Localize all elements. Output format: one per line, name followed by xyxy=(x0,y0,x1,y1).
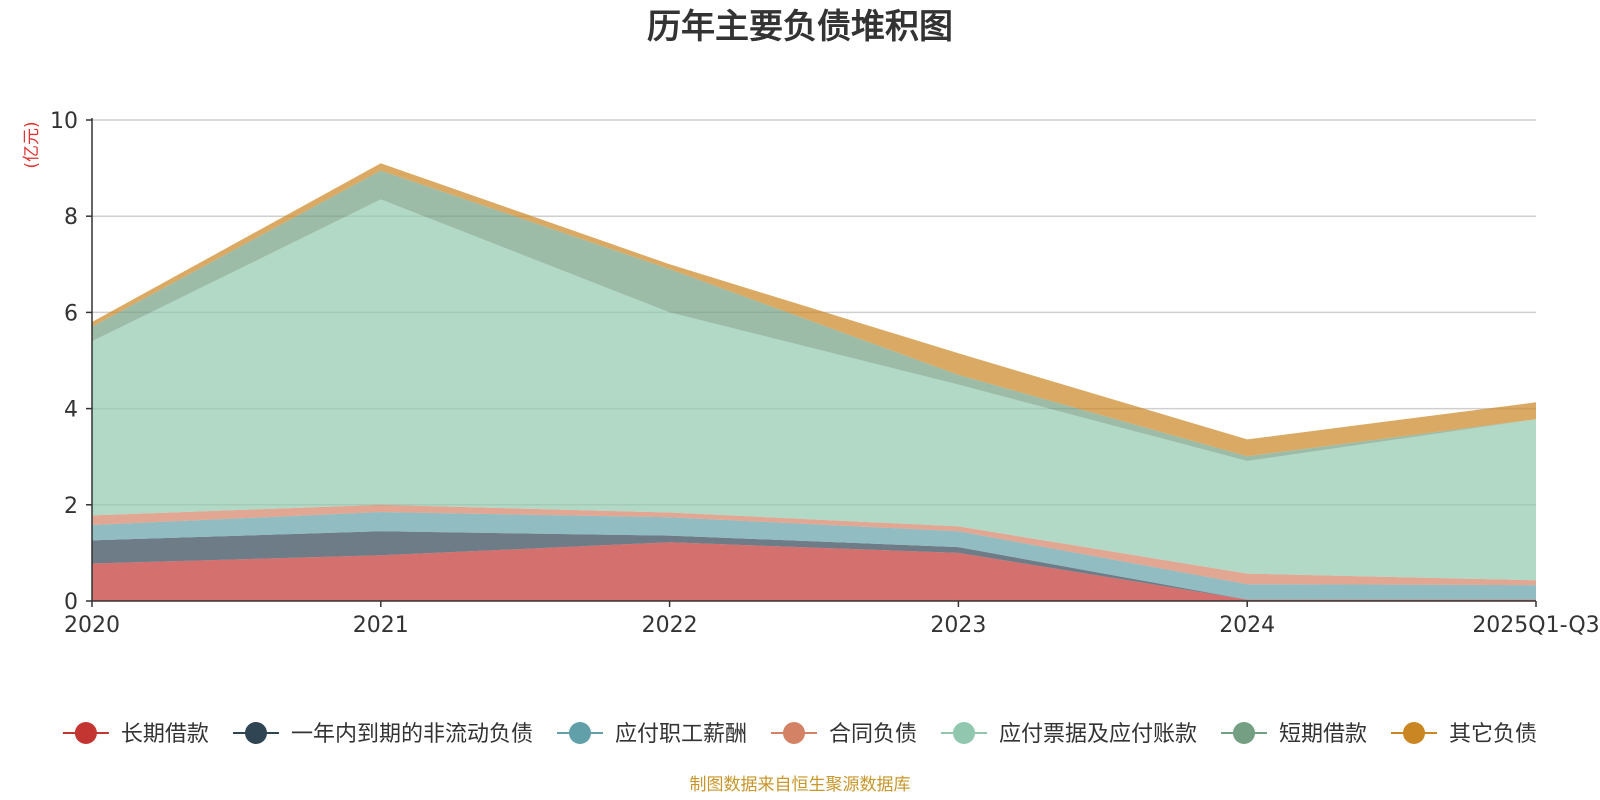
x-tick-label: 2022 xyxy=(642,613,698,638)
x-tick-label: 2021 xyxy=(353,613,409,638)
legend-dot-marker xyxy=(1233,722,1255,744)
legend-dot-marker xyxy=(783,722,805,744)
y-tick-label: 10 xyxy=(50,109,78,134)
y-tick-label: 8 xyxy=(64,205,78,230)
legend-label: 一年内到期的非流动负债 xyxy=(291,722,533,747)
area-series-4 xyxy=(92,504,1536,586)
legend-dot-marker xyxy=(74,722,97,744)
legend-item-2[interactable]: 一年内到期的非流动负债 xyxy=(233,722,533,747)
legend-label: 长期借款 xyxy=(121,722,209,747)
y-axis-unit: (亿元) xyxy=(22,121,42,168)
area-layers xyxy=(92,163,1536,601)
chart-title: 历年主要负债堆积图 xyxy=(647,7,953,47)
y-tick-label: 0 xyxy=(64,590,78,615)
area-series-7 xyxy=(92,163,1536,457)
x-tick-label: 2025Q1-Q3 xyxy=(1472,613,1599,638)
x-tick-label: 2023 xyxy=(930,613,986,638)
legend-dot-marker xyxy=(1403,722,1425,744)
legend-label: 短期借款 xyxy=(1279,722,1367,747)
x-tick-label: 2020 xyxy=(64,613,120,638)
y-tick-label: 4 xyxy=(64,398,78,423)
legend-label: 合同负债 xyxy=(829,722,917,747)
legend-item-7[interactable]: 其它负债 xyxy=(1391,722,1537,747)
x-tick-label: 2024 xyxy=(1219,613,1275,638)
y-tick-label: 2 xyxy=(64,494,78,519)
legend-item-4[interactable]: 合同负债 xyxy=(771,722,917,747)
legend-label: 应付职工薪酬 xyxy=(615,722,747,747)
data-source-note: 制图数据来自恒生聚源数据库 xyxy=(690,775,911,795)
area-series-5 xyxy=(92,199,1536,581)
y-tick-label: 6 xyxy=(64,301,78,326)
area-series-3 xyxy=(92,512,1536,600)
area-series-2 xyxy=(92,531,1536,600)
legend-item-1[interactable]: 长期借款 xyxy=(62,722,209,747)
area-series-1 xyxy=(92,542,1536,601)
legend-label: 应付票据及应付账款 xyxy=(999,722,1197,747)
axes: 0 2 4 6 8 10 2020 2021 2022 2023 2024 2025Q1-Q3 xyxy=(50,109,1600,638)
legend-dot-marker xyxy=(953,722,975,744)
legend-item-3[interactable]: 应付职工薪酬 xyxy=(557,722,747,747)
legend-item-5[interactable]: 应付票据及应付账款 xyxy=(941,722,1197,747)
legend-dot-marker xyxy=(569,722,591,744)
legend-item-6[interactable]: 短期借款 xyxy=(1221,722,1367,747)
legend-label: 其它负债 xyxy=(1449,722,1537,747)
legend-dot-marker xyxy=(245,722,267,744)
legend[interactable]: 长期借款 一年内到期的非流动负债 应付职工薪酬 合同负债 应付票据及应付账款 短期借款 其它… xyxy=(62,722,1537,747)
